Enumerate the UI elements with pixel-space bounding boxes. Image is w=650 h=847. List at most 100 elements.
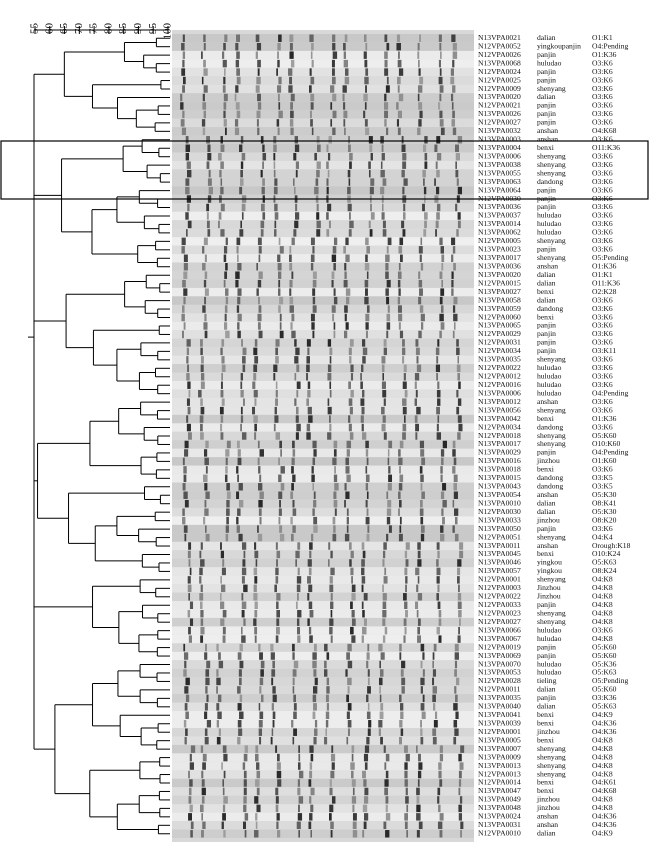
gel-band: [204, 296, 207, 305]
gel-lane: [172, 516, 474, 525]
gel-band: [384, 51, 388, 59]
gel-band: [306, 423, 311, 432]
gel-band: [442, 483, 447, 491]
gel-band: [312, 296, 316, 305]
gel-band: [345, 457, 349, 466]
gel-band: [187, 364, 190, 373]
location: dalian: [537, 270, 556, 279]
gel-band: [202, 753, 207, 762]
gel-band: [289, 254, 292, 263]
gel-band: [459, 762, 464, 770]
gel-band: [384, 59, 388, 68]
gel-band: [417, 635, 422, 643]
gel-band: [186, 398, 190, 406]
gel-band: [270, 643, 274, 652]
gel-band: [223, 770, 226, 779]
gel-band: [295, 432, 299, 440]
gel-band: [242, 347, 247, 356]
gel-lane: [172, 220, 474, 229]
gel-band: [387, 499, 392, 508]
gel-band: [383, 542, 387, 550]
gel-band: [298, 745, 300, 753]
gel-band: [370, 212, 375, 220]
gel-band: [436, 169, 440, 178]
gel-band: [296, 584, 301, 593]
gel-band: [440, 474, 443, 483]
strain-id: N13VPA0048: [478, 803, 521, 812]
strain-id: N12VPA0021: [478, 101, 521, 110]
gel-band: [333, 440, 338, 449]
gel-band: [207, 178, 212, 186]
gel-band: [348, 136, 350, 144]
gel-band: [434, 178, 436, 186]
tick-label: 95: [147, 23, 159, 35]
gel-band: [222, 51, 225, 59]
gel-band: [185, 152, 190, 161]
strain-id: N13VPA0018: [478, 465, 521, 474]
gel-band: [350, 567, 354, 576]
gel-band: [225, 533, 229, 542]
gel-band: [293, 703, 297, 711]
gel-lane: [172, 296, 474, 305]
gel-band: [417, 550, 421, 559]
gel-band: [388, 466, 391, 474]
location: huludao: [537, 380, 562, 389]
gel-band: [381, 144, 384, 152]
gel-band: [366, 736, 370, 745]
serotype: O4:K9: [592, 710, 613, 719]
gel-band: [225, 296, 229, 305]
gel-lane: [172, 736, 474, 745]
location: shenyang: [537, 575, 566, 584]
gel-band: [204, 508, 209, 516]
gel-band: [255, 745, 259, 753]
tick-label: 100: [162, 23, 174, 40]
gel-band: [385, 804, 388, 813]
gel-band: [206, 212, 209, 220]
gel-band: [257, 457, 260, 466]
gel-band: [278, 76, 282, 85]
gel-band: [456, 229, 459, 237]
gel-band: [292, 449, 296, 457]
gel-lane: [172, 423, 474, 432]
gel-band: [384, 762, 387, 770]
gel-band: [275, 635, 279, 643]
gel-band: [308, 821, 312, 830]
strain-id: N12VPA0001: [478, 575, 521, 584]
gel-band: [437, 339, 440, 347]
gel-band: [256, 110, 261, 119]
gel-band: [326, 677, 330, 686]
gel-band: [362, 804, 368, 813]
gel-band: [222, 804, 226, 813]
gel-band: [459, 550, 464, 559]
gel-band: [453, 703, 458, 711]
gel-band: [458, 381, 461, 389]
gel-band: [403, 212, 406, 220]
gel-band: [289, 76, 293, 85]
serotype: O2:K28: [592, 287, 617, 296]
gel-band: [351, 796, 357, 804]
gel-band: [206, 660, 211, 669]
gel-band: [387, 237, 392, 246]
gel-band: [241, 212, 244, 220]
gel-band: [399, 237, 404, 246]
gel-band: [381, 381, 387, 389]
gel-band: [333, 330, 336, 339]
gel-band: [380, 652, 385, 660]
gel-band: [310, 119, 313, 127]
gel-band: [432, 686, 438, 694]
strain-id: N12VPA0026: [478, 50, 521, 59]
gel-band: [460, 830, 462, 838]
gel-band: [259, 491, 264, 499]
gel-band: [234, 119, 239, 127]
gel-band: [180, 119, 185, 127]
location: dandong: [537, 473, 563, 482]
gel-band: [224, 322, 228, 330]
gel-band: [277, 51, 279, 59]
strain-id: N13VPA0014: [478, 219, 521, 228]
gel-band: [404, 821, 408, 830]
gel-band: [289, 288, 292, 296]
gel-band: [326, 229, 330, 237]
gel-band: [278, 34, 282, 42]
gel-band: [255, 85, 260, 93]
gel-lane: [172, 507, 474, 517]
